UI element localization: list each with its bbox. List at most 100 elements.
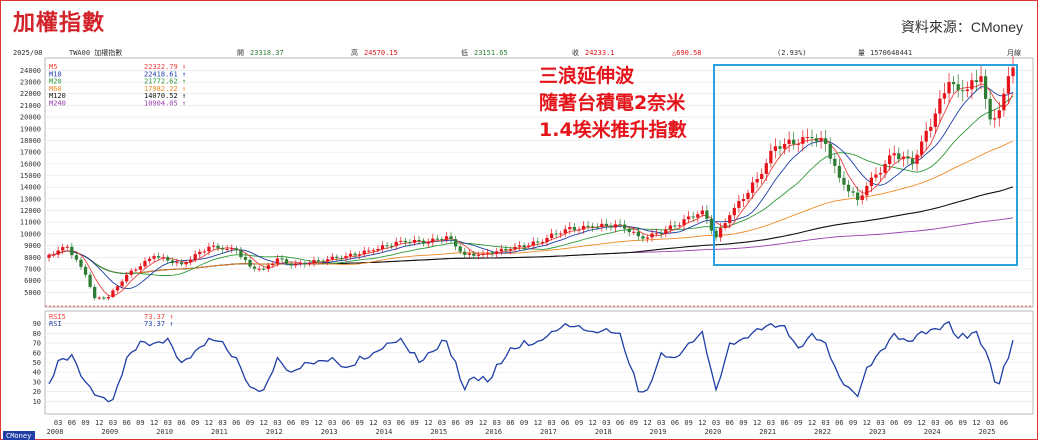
candle-body bbox=[138, 266, 143, 270]
candle-body bbox=[161, 257, 165, 259]
x-month-label: 06 bbox=[506, 419, 514, 427]
candle-body bbox=[750, 182, 755, 193]
candle-body bbox=[106, 296, 111, 299]
candle-body bbox=[284, 259, 289, 264]
candle-body bbox=[193, 254, 197, 260]
price-tick-label: 17000 bbox=[20, 149, 41, 157]
candle-body bbox=[965, 89, 969, 92]
header-date: 2025/08 bbox=[13, 49, 43, 57]
candle-body bbox=[974, 80, 979, 83]
candle-body bbox=[157, 256, 161, 258]
candle-body bbox=[385, 245, 389, 247]
candle-body bbox=[421, 240, 426, 244]
candle-body bbox=[527, 245, 531, 248]
candle-body bbox=[892, 153, 896, 156]
candle-body bbox=[275, 258, 280, 264]
candle-body bbox=[367, 250, 371, 252]
annotation-line-1: 三浪延伸波 bbox=[539, 64, 635, 87]
x-month-label: 09 bbox=[520, 419, 528, 427]
candle-body bbox=[773, 146, 778, 151]
candle-body bbox=[431, 238, 435, 243]
candle-body bbox=[760, 173, 764, 179]
rsi-legend-name: RSI bbox=[49, 320, 62, 328]
x-month-label: 03 bbox=[218, 419, 226, 427]
x-month-label: 03 bbox=[602, 419, 610, 427]
x-month-label: 09 bbox=[410, 419, 418, 427]
candlesticks bbox=[47, 56, 1015, 301]
candle-body bbox=[650, 233, 654, 238]
candle-body bbox=[129, 270, 133, 275]
x-month-label: 03 bbox=[164, 419, 172, 427]
candle-body bbox=[545, 237, 549, 242]
x-year-label: 2009 bbox=[101, 428, 118, 436]
x-month-label: 09 bbox=[794, 419, 802, 427]
candle-body bbox=[924, 130, 928, 142]
candle-body bbox=[801, 137, 805, 144]
x-month-label: 03 bbox=[876, 419, 884, 427]
x-month-label: 12 bbox=[95, 419, 103, 427]
candle-body bbox=[897, 153, 901, 160]
candle-body bbox=[796, 143, 800, 145]
candle-body bbox=[508, 249, 513, 251]
x-year-label: 2024 bbox=[924, 428, 941, 436]
x-year-label: 2022 bbox=[814, 428, 831, 436]
candle-body bbox=[782, 143, 787, 149]
legend-name: M60 bbox=[49, 85, 62, 93]
candle-body bbox=[412, 239, 417, 243]
x-month-label: 06 bbox=[68, 419, 76, 427]
candle-body bbox=[307, 263, 312, 265]
x-month-label: 12 bbox=[972, 419, 980, 427]
candle-body bbox=[883, 164, 887, 173]
x-month-label: 03 bbox=[931, 419, 939, 427]
x-month-label: 09 bbox=[739, 419, 747, 427]
x-month-label: 03 bbox=[712, 419, 720, 427]
candle-body bbox=[316, 260, 321, 262]
price-tick-label: 15000 bbox=[20, 172, 41, 180]
x-year-label: 2015 bbox=[430, 428, 447, 436]
candle-body bbox=[83, 266, 88, 275]
x-month-label: 06 bbox=[287, 419, 295, 427]
rsi-tick-label: 10 bbox=[33, 398, 41, 406]
candle-body bbox=[248, 259, 252, 267]
rsi-tick-label: 80 bbox=[33, 330, 41, 338]
candle-body bbox=[837, 165, 842, 178]
x-year-label: 2011 bbox=[211, 428, 228, 436]
rsi-tick-label: 50 bbox=[33, 359, 41, 367]
candle-body bbox=[531, 241, 535, 246]
x-month-label: 06 bbox=[780, 419, 788, 427]
x-month-label: 06 bbox=[726, 419, 734, 427]
candle-body bbox=[613, 224, 618, 228]
ma-legend: M5 22322.79 ↑ M10 22418.61 ↑ M20 21772.62 ↑ M6… bbox=[49, 63, 186, 108]
price-tick-label: 16000 bbox=[20, 160, 41, 168]
x-year-label: 2021 bbox=[759, 428, 776, 436]
candle-body bbox=[755, 178, 759, 183]
rsi-tick-label: 30 bbox=[33, 378, 41, 386]
x-month-label: 12 bbox=[479, 419, 487, 427]
candle-body bbox=[490, 252, 494, 254]
candle-body bbox=[262, 268, 266, 270]
header-high-label: 高 bbox=[351, 48, 358, 57]
x-month-label: 09 bbox=[630, 419, 638, 427]
price-tick-label: 10000 bbox=[20, 230, 41, 238]
candle-body bbox=[746, 192, 750, 200]
candle-body bbox=[472, 253, 476, 256]
x-month-label: 06 bbox=[232, 419, 240, 427]
rsi-legend-name: RSI5 bbox=[49, 313, 66, 321]
candle-body bbox=[595, 226, 599, 228]
price-tick-label: 23000 bbox=[20, 79, 41, 87]
candle-body bbox=[819, 138, 823, 142]
x-month-label: 06 bbox=[397, 419, 405, 427]
legend-name: M20 bbox=[49, 78, 62, 86]
candle-body bbox=[435, 238, 439, 240]
header-open-label: 開 bbox=[237, 49, 244, 57]
candle-body bbox=[824, 138, 828, 144]
candle-body bbox=[814, 138, 819, 142]
x-month-label: 12 bbox=[808, 419, 816, 427]
candle-body bbox=[810, 137, 814, 139]
x-month-label: 03 bbox=[273, 419, 281, 427]
candle-body bbox=[362, 250, 366, 255]
candle-body bbox=[860, 195, 864, 201]
legend-value: 22418.61 ↑ bbox=[144, 70, 186, 78]
candle-body bbox=[198, 251, 202, 255]
